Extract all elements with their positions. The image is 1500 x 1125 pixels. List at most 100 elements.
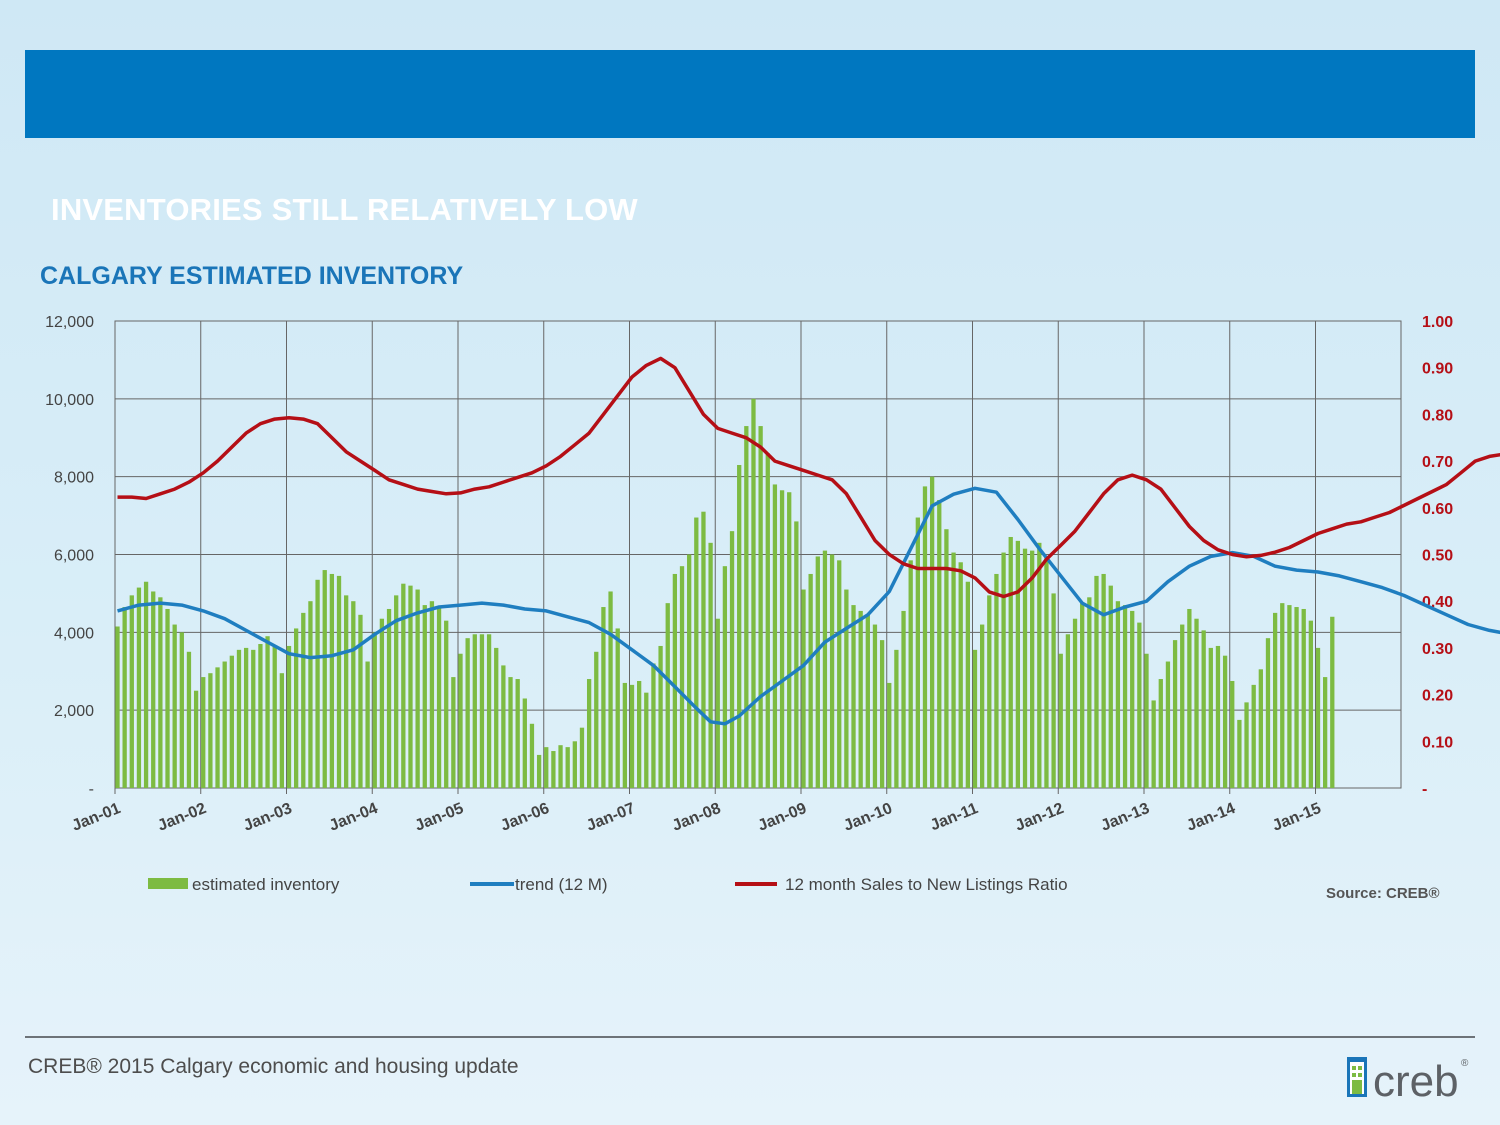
- inventory-bar: [465, 638, 470, 788]
- inventory-bar: [129, 595, 134, 788]
- chart-title: CALGARY ESTIMATED INVENTORY: [40, 262, 464, 290]
- inventory-bar: [851, 605, 856, 788]
- inventory-bar: [386, 608, 392, 788]
- inventory-bar: [808, 573, 813, 788]
- x-tick-label: Jan-03: [241, 800, 294, 835]
- footer-divider: [25, 1036, 1475, 1038]
- inventory-bar: [629, 684, 635, 788]
- inventory-bar: [1030, 550, 1035, 788]
- inventory-bar: [544, 747, 549, 788]
- inventory-bar: [665, 603, 670, 788]
- header-band: [25, 50, 1475, 138]
- inventory-bar: [1280, 603, 1285, 788]
- inventory-bar: [243, 647, 249, 788]
- inventory-bar: [265, 636, 270, 788]
- source-note: Source: CREB®: [1326, 885, 1440, 902]
- x-tick-label: Jan-04: [327, 800, 380, 835]
- inventory-bar: [651, 663, 656, 788]
- inventory-bar: [1094, 575, 1099, 788]
- inventory-bar: [429, 601, 435, 788]
- inventory-bar: [1301, 608, 1306, 788]
- y-left-tick-label: 6,000: [54, 548, 94, 565]
- inventory-bar: [372, 632, 377, 788]
- inventory-bar: [1330, 616, 1335, 788]
- inventory-bar: [801, 589, 806, 788]
- y-left-tick-label: -: [89, 781, 94, 798]
- inventory-bar: [558, 745, 563, 788]
- inventory-bar: [1323, 677, 1328, 788]
- inventory-bar: [1230, 680, 1235, 788]
- inventory-bar: [536, 754, 542, 788]
- legend-label-ratio: 12 month Sales to New Listings Ratio: [785, 875, 1068, 894]
- inventory-bar: [1180, 624, 1185, 788]
- inventory-bar: [508, 677, 513, 788]
- inventory-bar: [315, 579, 320, 788]
- inventory-bar: [944, 529, 949, 788]
- inventory-bar: [1015, 540, 1021, 788]
- inventory-bar: [1101, 573, 1106, 788]
- x-tick-label: Jan-07: [584, 800, 637, 835]
- inventory-bar: [915, 517, 920, 788]
- inventory-bar: [479, 634, 485, 788]
- inventory-bar: [751, 398, 756, 788]
- creb-logo: creb ®: [1347, 1057, 1469, 1102]
- inventory-bar: [879, 640, 885, 788]
- inventory-bar: [987, 595, 992, 788]
- inventory-bar: [737, 464, 742, 788]
- inventory-bar: [222, 661, 227, 788]
- x-tick-label: Jan-11: [928, 800, 981, 834]
- inventory-bar: [1222, 655, 1228, 788]
- inventory-bar: [908, 560, 913, 788]
- y-right-tick-label: 0.80: [1422, 407, 1453, 424]
- inventory-bar: [901, 610, 906, 788]
- inventory-bar: [444, 620, 449, 788]
- inventory-bar: [115, 626, 120, 788]
- inventory-bar: [579, 727, 585, 788]
- logo-registered-mark: ®: [1461, 1058, 1469, 1069]
- inventory-bar: [251, 649, 256, 788]
- x-tick-label: Jan-01: [70, 800, 123, 835]
- y-right-tick-label: 0.60: [1422, 501, 1453, 518]
- inventory-bar: [744, 426, 749, 788]
- inventory-bar: [515, 679, 520, 788]
- y-right-tick-label: 1.00: [1422, 314, 1453, 331]
- inventory-bar: [401, 583, 406, 788]
- inventory-bar: [1251, 684, 1256, 788]
- inventory-bar: [1108, 585, 1113, 788]
- inventory-bar: [136, 587, 142, 788]
- inventory-bar: [336, 575, 342, 788]
- logo-wordmark: creb: [1373, 1057, 1459, 1102]
- y-right-tick-label: 0.90: [1422, 361, 1453, 378]
- legend-label-inventory: estimated inventory: [192, 875, 340, 894]
- inventory-bar: [601, 607, 606, 788]
- x-tick-label: Jan-02: [155, 800, 208, 835]
- inventory-bar: [644, 692, 649, 788]
- inventory-bar: [822, 550, 828, 788]
- inventory-bar: [622, 682, 627, 788]
- y-right-tick-label: 0.70: [1422, 454, 1453, 471]
- inventory-bar: [415, 589, 420, 788]
- inventory-bar: [451, 677, 456, 788]
- inventory-bar: [1151, 700, 1156, 788]
- inventory-bar: [329, 573, 335, 788]
- y-right-tick-label: 0.20: [1422, 688, 1453, 705]
- inventory-bar: [1144, 653, 1149, 788]
- inventory-bar: [1287, 605, 1292, 788]
- building-icon: [1347, 1057, 1367, 1097]
- inventory-bar: [958, 562, 963, 788]
- inventory-bar: [1194, 618, 1199, 788]
- y-right-tick-label: 0.50: [1422, 548, 1453, 565]
- inventory-bar: [358, 614, 363, 788]
- inventory-bar: [1130, 610, 1135, 788]
- inventory-bar: [951, 552, 956, 788]
- inventory-bar: [1080, 603, 1085, 788]
- inventory-bar: [672, 573, 678, 788]
- inventory-bar: [701, 511, 706, 788]
- inventory-bar: [394, 595, 399, 788]
- inventory-bar: [122, 607, 127, 788]
- inventory-bar: [715, 618, 720, 788]
- inventory-bar: [965, 581, 970, 788]
- inventory-bar: [365, 661, 370, 788]
- inventory-bar: [351, 601, 356, 788]
